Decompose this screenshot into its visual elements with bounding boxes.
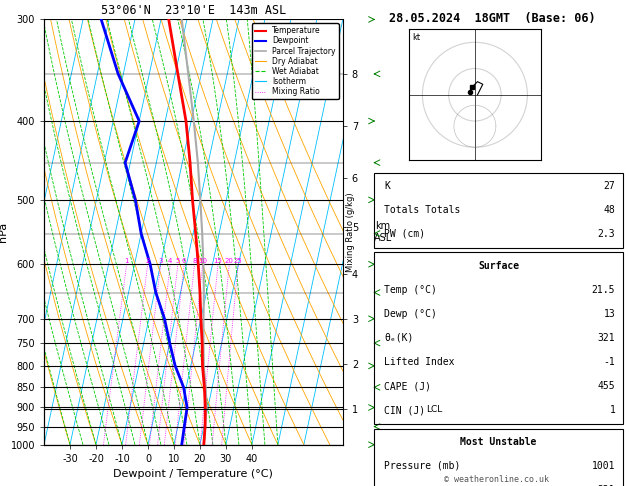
Text: 10: 10: [198, 258, 207, 264]
Text: 1: 1: [610, 405, 615, 415]
Bar: [374, 252, 623, 424]
Bar: [374, 429, 623, 486]
Text: Pressure (mb): Pressure (mb): [384, 461, 460, 471]
Text: © weatheronline.co.uk: © weatheronline.co.uk: [445, 474, 549, 484]
Text: 455: 455: [598, 381, 615, 391]
Text: Temp (°C): Temp (°C): [384, 285, 437, 295]
Text: 3: 3: [159, 258, 163, 264]
Text: LCL: LCL: [426, 405, 443, 414]
Title: 53°06'N  23°10'E  143m ASL: 53°06'N 23°10'E 143m ASL: [101, 4, 286, 17]
Text: 15: 15: [214, 258, 223, 264]
Text: 4: 4: [168, 258, 172, 264]
Legend: Temperature, Dewpoint, Parcel Trajectory, Dry Adiabat, Wet Adiabat, Isotherm, Mi: Temperature, Dewpoint, Parcel Trajectory…: [252, 23, 339, 99]
Y-axis label: hPa: hPa: [0, 222, 8, 242]
Text: θₑ(K): θₑ(K): [384, 333, 414, 343]
Text: 13: 13: [603, 309, 615, 319]
Bar: [374, 173, 623, 248]
Text: 1: 1: [125, 258, 129, 264]
Text: Surface: Surface: [478, 260, 519, 271]
Text: 20: 20: [225, 258, 234, 264]
Text: 48: 48: [603, 205, 615, 215]
Text: 2.3: 2.3: [598, 229, 615, 239]
Text: 27: 27: [603, 181, 615, 191]
Text: 6: 6: [182, 258, 186, 264]
Text: -1: -1: [603, 357, 615, 367]
Text: 1001: 1001: [592, 461, 615, 471]
Text: PW (cm): PW (cm): [384, 229, 425, 239]
Text: CIN (J): CIN (J): [384, 405, 425, 415]
Text: Mixing Ratio (g/kg): Mixing Ratio (g/kg): [346, 192, 355, 272]
Text: Totals Totals: Totals Totals: [384, 205, 460, 215]
X-axis label: Dewpoint / Temperature (°C): Dewpoint / Temperature (°C): [113, 469, 274, 479]
Text: θₑ (K): θₑ (K): [384, 485, 420, 486]
Text: 21.5: 21.5: [592, 285, 615, 295]
Text: 2: 2: [145, 258, 150, 264]
Y-axis label: km
ASL: km ASL: [374, 221, 392, 243]
Text: Dewp (°C): Dewp (°C): [384, 309, 437, 319]
Text: 5: 5: [175, 258, 180, 264]
Text: kt: kt: [412, 33, 420, 42]
Text: Most Unstable: Most Unstable: [460, 437, 537, 447]
Text: 28.05.2024  18GMT  (Base: 06): 28.05.2024 18GMT (Base: 06): [389, 12, 596, 25]
Text: K: K: [384, 181, 390, 191]
Text: 8: 8: [192, 258, 197, 264]
Text: 25: 25: [234, 258, 243, 264]
Text: Lifted Index: Lifted Index: [384, 357, 455, 367]
Text: CAPE (J): CAPE (J): [384, 381, 431, 391]
Text: 321: 321: [598, 333, 615, 343]
Text: 321: 321: [598, 485, 615, 486]
